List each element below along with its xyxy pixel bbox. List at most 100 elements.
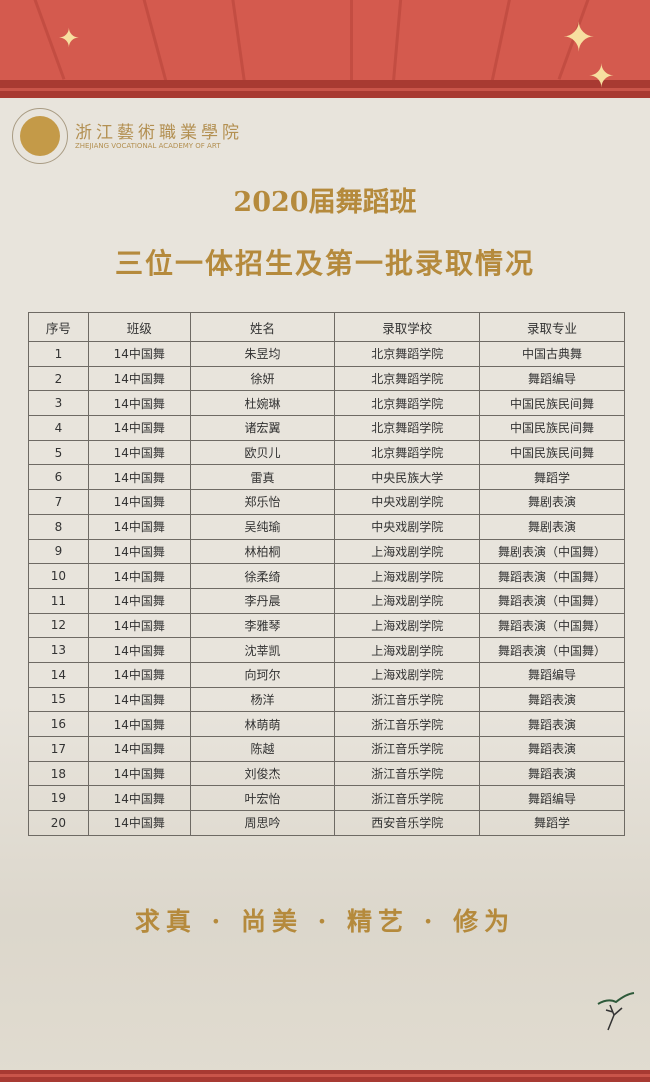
column-header: 班级	[87, 312, 191, 342]
table-cell: 17	[28, 736, 89, 762]
table-row: 3 14中国舞 杜婉琳 北京舞蹈学院 中国民族民间舞	[28, 390, 625, 417]
admission-table: 序号 班级 姓名 录取学校 录取专业 1 14中国舞 朱昱均 北京舞蹈学院 中国古典舞 2 14中国…	[28, 312, 625, 836]
table-cell: 诸宏翼	[189, 415, 336, 441]
table-cell: 舞蹈学	[479, 464, 625, 491]
school-name-en: ZHEJIANG VOCATIONAL ACADEMY OF ART	[75, 142, 221, 150]
dancer-logo-icon	[597, 992, 635, 1031]
table-cell: 北京舞蹈学院	[334, 341, 481, 367]
table-row: 5 14中国舞 欧贝儿 北京舞蹈学院 中国民族民间舞	[28, 439, 625, 466]
table-cell: 浙江音乐学院	[334, 686, 481, 713]
table-cell: 上海戏剧学院	[334, 587, 481, 614]
table-cell: 雷真	[189, 464, 336, 491]
table-cell: 西安音乐学院	[334, 810, 481, 836]
table-cell: 14中国舞	[87, 785, 191, 812]
table-cell: 杨洋	[189, 686, 336, 713]
table-cell: 14中国舞	[87, 464, 191, 491]
table-cell: 舞剧表演	[479, 489, 625, 515]
table-row: 20 14中国舞 周思吟 西安音乐学院 舞蹈学	[28, 810, 625, 836]
table-cell: 18	[28, 760, 89, 787]
top-band	[0, 80, 650, 98]
table-cell: 14中国舞	[87, 711, 191, 737]
table-cell: 舞蹈学	[479, 810, 625, 836]
table-cell: 14中国舞	[87, 390, 191, 417]
table-cell: 舞蹈编导	[479, 661, 625, 688]
table-cell: 朱昱均	[189, 341, 336, 367]
table-cell: 沈莘凯	[189, 637, 336, 663]
table-cell: 14中国舞	[87, 686, 191, 713]
table-row: 7 14中国舞 郑乐怡 中央戏剧学院 舞剧表演	[28, 489, 625, 515]
table-cell: 舞蹈表演	[479, 686, 625, 713]
table-cell: 浙江音乐学院	[334, 785, 481, 812]
table-cell: 14中国舞	[87, 612, 191, 639]
table-cell: 1	[28, 341, 89, 367]
table-cell: 上海戏剧学院	[334, 637, 481, 663]
title-line1: 2020届舞蹈班	[233, 187, 417, 218]
table-cell: 北京舞蹈学院	[334, 390, 481, 417]
table-cell: 北京舞蹈学院	[334, 365, 481, 392]
table-cell: 20	[28, 810, 89, 836]
table-cell: 4	[28, 415, 89, 441]
table-row: 14 14中国舞 向珂尔 上海戏剧学院 舞蹈编导	[28, 661, 625, 688]
table-row: 9 14中国舞 林柏桐 上海戏剧学院 舞剧表演（中国舞）	[28, 538, 625, 565]
table-cell: 中国民族民间舞	[479, 415, 625, 441]
table-cell: 舞蹈表演（中国舞）	[479, 587, 625, 614]
table-row: 13 14中国舞 沈莘凯 上海戏剧学院 舞蹈表演（中国舞）	[28, 637, 625, 663]
table-cell: 中央戏剧学院	[334, 489, 481, 515]
table-cell: 上海戏剧学院	[334, 538, 481, 565]
table-cell: 舞剧表演	[479, 513, 625, 540]
table-cell: 7	[28, 489, 89, 515]
table-cell: 14中国舞	[87, 489, 191, 515]
table-cell: 徐柔绮	[189, 563, 336, 589]
sparkle-icon: ✦	[58, 24, 80, 54]
table-cell: 中国古典舞	[479, 341, 625, 367]
table-cell: 中央民族大学	[334, 464, 481, 491]
table-cell: 12	[28, 612, 89, 639]
table-cell: 叶宏怡	[189, 785, 336, 812]
table-cell: 16	[28, 711, 89, 737]
table-cell: 6	[28, 464, 89, 491]
table-cell: 14中国舞	[87, 736, 191, 762]
table-cell: 向珂尔	[189, 661, 336, 688]
table-cell: 中国民族民间舞	[479, 390, 625, 417]
table-cell: 2	[28, 365, 89, 392]
table-cell: 浙江音乐学院	[334, 760, 481, 787]
table-cell: 中国民族民间舞	[479, 439, 625, 466]
table-cell: 舞蹈表演	[479, 736, 625, 762]
table-row: 15 14中国舞 杨洋 浙江音乐学院 舞蹈表演	[28, 686, 625, 713]
table-cell: 上海戏剧学院	[334, 612, 481, 639]
table-cell: 14中国舞	[87, 587, 191, 614]
table-row: 19 14中国舞 叶宏怡 浙江音乐学院 舞蹈编导	[28, 785, 625, 812]
table-cell: 舞蹈表演	[479, 760, 625, 787]
table-row: 16 14中国舞 林萌萌 浙江音乐学院 舞蹈表演	[28, 711, 625, 737]
school-logo-icon	[12, 108, 68, 164]
table-cell: 北京舞蹈学院	[334, 415, 481, 441]
table-row: 11 14中国舞 李丹晨 上海戏剧学院 舞蹈表演（中国舞）	[28, 587, 625, 614]
table-cell: 15	[28, 686, 89, 713]
column-header: 姓名	[189, 312, 336, 342]
column-header: 录取专业	[479, 312, 625, 342]
table-cell: 北京舞蹈学院	[334, 439, 481, 466]
table-cell: 舞蹈表演（中国舞）	[479, 637, 625, 663]
table-cell: 14	[28, 661, 89, 688]
table-cell: 14中国舞	[87, 661, 191, 688]
table-cell: 14中国舞	[87, 810, 191, 836]
table-cell: 舞蹈表演（中国舞）	[479, 563, 625, 589]
table-cell: 舞蹈编导	[479, 785, 625, 812]
table-row: 10 14中国舞 徐柔绮 上海戏剧学院 舞蹈表演（中国舞）	[28, 563, 625, 589]
table-cell: 林萌萌	[189, 711, 336, 737]
table-row: 6 14中国舞 雷真 中央民族大学 舞蹈学	[28, 464, 625, 491]
column-header: 录取学校	[334, 312, 481, 342]
table-cell: 欧贝儿	[189, 439, 336, 466]
table-cell: 14中国舞	[87, 439, 191, 466]
school-name-cn: 浙江藝術職業學院	[75, 123, 243, 143]
table-cell: 浙江音乐学院	[334, 736, 481, 762]
table-cell: 舞剧表演（中国舞）	[479, 538, 625, 565]
title-line2: 三位一体招生及第一批录取情况	[114, 247, 535, 280]
table-cell: 14中国舞	[87, 415, 191, 441]
table-cell: 舞蹈编导	[479, 365, 625, 392]
table-cell: 周思吟	[189, 810, 336, 836]
table-cell: 刘俊杰	[189, 760, 336, 787]
table-cell: 13	[28, 637, 89, 663]
table-cell: 11	[28, 587, 89, 614]
bottom-band	[0, 1070, 650, 1082]
